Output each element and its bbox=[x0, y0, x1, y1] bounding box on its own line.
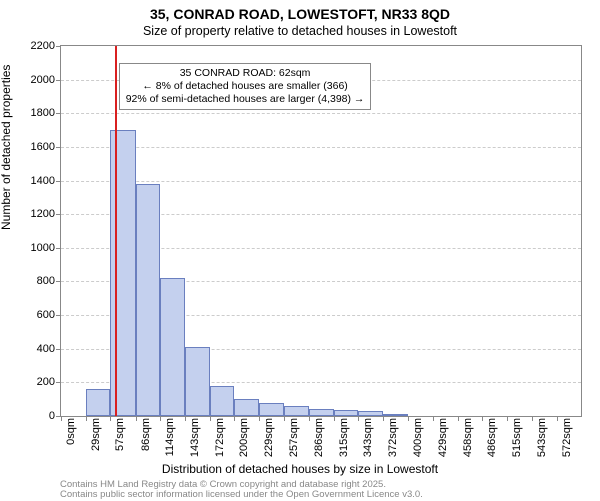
x-tick-label: 229sqm bbox=[263, 418, 275, 462]
histogram-bar bbox=[210, 386, 234, 416]
x-tick-mark bbox=[482, 416, 483, 421]
x-tick-mark bbox=[110, 416, 111, 421]
y-tick-label: 1400 bbox=[31, 175, 61, 187]
x-tick-label: 372sqm bbox=[387, 418, 399, 462]
y-axis-label: Number of detached properties bbox=[0, 65, 13, 230]
gridline-h bbox=[61, 181, 581, 182]
property-marker-line bbox=[115, 46, 117, 416]
y-tick-label: 2000 bbox=[31, 74, 61, 86]
x-tick-label: 200sqm bbox=[238, 418, 250, 462]
histogram-bar bbox=[358, 411, 383, 416]
histogram-bar bbox=[185, 347, 210, 416]
histogram-bar bbox=[284, 406, 309, 416]
x-tick-label: 57sqm bbox=[114, 418, 126, 462]
histogram-bar bbox=[334, 410, 358, 416]
x-tick-label: 143sqm bbox=[189, 418, 201, 462]
x-tick-mark bbox=[358, 416, 359, 421]
x-tick-mark bbox=[408, 416, 409, 421]
y-tick-label: 0 bbox=[49, 410, 61, 422]
chart-title-sub: Size of property relative to detached ho… bbox=[0, 24, 600, 38]
x-tick-mark bbox=[136, 416, 137, 421]
x-tick-mark bbox=[160, 416, 161, 421]
y-tick-label: 800 bbox=[37, 275, 61, 287]
y-tick-label: 600 bbox=[37, 309, 61, 321]
x-tick-mark bbox=[86, 416, 87, 421]
x-tick-label: 172sqm bbox=[214, 418, 226, 462]
x-tick-mark bbox=[284, 416, 285, 421]
x-tick-label: 400sqm bbox=[412, 418, 424, 462]
histogram-bar bbox=[160, 278, 185, 416]
y-tick-label: 400 bbox=[37, 343, 61, 355]
x-tick-mark bbox=[458, 416, 459, 421]
y-tick-label: 1800 bbox=[31, 107, 61, 119]
histogram-bar bbox=[309, 409, 334, 416]
x-tick-label: 29sqm bbox=[90, 418, 102, 462]
footer-line-2: Contains public sector information licen… bbox=[60, 490, 423, 500]
x-tick-mark bbox=[210, 416, 211, 421]
x-tick-mark bbox=[433, 416, 434, 421]
x-tick-label: 515sqm bbox=[511, 418, 523, 462]
plot-area: 0200400600800100012001400160018002000220… bbox=[60, 45, 582, 417]
y-tick-label: 1000 bbox=[31, 242, 61, 254]
x-tick-label: 572sqm bbox=[561, 418, 573, 462]
x-tick-label: 0sqm bbox=[65, 418, 77, 462]
x-tick-mark bbox=[532, 416, 533, 421]
x-axis-label: Distribution of detached houses by size … bbox=[0, 462, 600, 476]
x-tick-label: 429sqm bbox=[437, 418, 449, 462]
x-tick-mark bbox=[309, 416, 310, 421]
annotation-box: 35 CONRAD ROAD: 62sqm← 8% of detached ho… bbox=[119, 63, 372, 110]
x-tick-mark bbox=[383, 416, 384, 421]
annotation-line-1: 35 CONRAD ROAD: 62sqm bbox=[126, 67, 365, 80]
histogram-bar bbox=[259, 403, 283, 416]
x-tick-label: 486sqm bbox=[486, 418, 498, 462]
x-tick-mark bbox=[557, 416, 558, 421]
y-tick-label: 2200 bbox=[31, 40, 61, 52]
x-tick-mark bbox=[334, 416, 335, 421]
gridline-h bbox=[61, 147, 581, 148]
x-tick-label: 286sqm bbox=[313, 418, 325, 462]
x-tick-mark bbox=[234, 416, 235, 421]
gridline-h bbox=[61, 113, 581, 114]
chart-title-main: 35, CONRAD ROAD, LOWESTOFT, NR33 8QD bbox=[0, 6, 600, 22]
histogram-bar bbox=[86, 389, 110, 416]
annotation-line-2: ← 8% of detached houses are smaller (366… bbox=[126, 80, 365, 93]
y-tick-label: 200 bbox=[37, 376, 61, 388]
x-tick-label: 458sqm bbox=[462, 418, 474, 462]
annotation-line-3: 92% of semi-detached houses are larger (… bbox=[126, 93, 365, 106]
histogram-bar bbox=[136, 184, 160, 416]
x-tick-label: 315sqm bbox=[338, 418, 350, 462]
x-tick-label: 257sqm bbox=[288, 418, 300, 462]
x-tick-label: 343sqm bbox=[362, 418, 374, 462]
x-tick-mark bbox=[61, 416, 62, 421]
x-tick-mark bbox=[259, 416, 260, 421]
x-tick-label: 543sqm bbox=[536, 418, 548, 462]
x-tick-mark bbox=[507, 416, 508, 421]
histogram-bar bbox=[383, 414, 407, 416]
x-tick-label: 86sqm bbox=[140, 418, 152, 462]
chart-container: 35, CONRAD ROAD, LOWESTOFT, NR33 8QD Siz… bbox=[0, 0, 600, 500]
y-tick-label: 1600 bbox=[31, 141, 61, 153]
y-tick-label: 1200 bbox=[31, 208, 61, 220]
histogram-bar bbox=[234, 399, 259, 416]
x-tick-mark bbox=[185, 416, 186, 421]
x-tick-label: 114sqm bbox=[164, 418, 176, 462]
footer-attribution: Contains HM Land Registry data © Crown c… bbox=[60, 480, 423, 501]
